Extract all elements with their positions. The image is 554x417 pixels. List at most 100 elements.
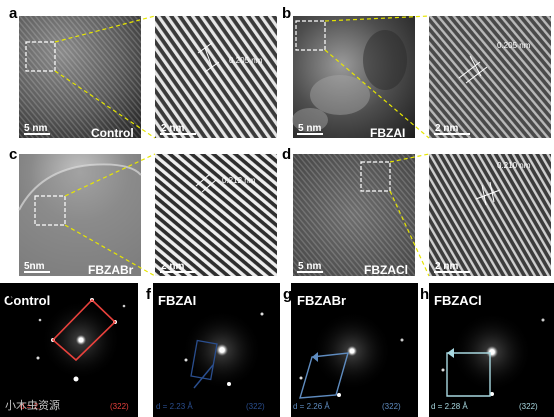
panel-d-zoom-box <box>360 161 391 192</box>
panel-b-scale-left: 5 nm <box>298 123 321 134</box>
panel-f-d-spacing: d = 2.23 Å <box>156 402 193 411</box>
panel-e-spot <box>36 356 40 360</box>
panel-e-spot <box>122 304 126 308</box>
panel-c: c 5nm FBZABr 0.212 nm 2 nm <box>9 146 277 277</box>
panel-g-letter: g <box>283 286 292 303</box>
panel-e: Control e d = 2. (322) 小木虫资源 <box>0 283 138 417</box>
panel-e-index: (322) <box>110 402 129 411</box>
panel-c-spacing: 0.212 nm <box>222 176 256 185</box>
panel-h: FBZACl h d = 2.28 Å (322) <box>420 283 554 417</box>
panel-g-arrowhead <box>312 352 318 362</box>
panel-e-sample-label: Control <box>4 293 50 308</box>
panel-e-lattice-cell <box>51 298 117 362</box>
panel-b-scale-right: 2 nm <box>435 123 458 134</box>
panel-h-beam <box>485 345 499 359</box>
panel-a-scale-right: 2 nm <box>161 123 184 134</box>
panel-g-spot <box>299 376 303 380</box>
panel-d-marker <box>489 181 495 203</box>
panel-f: FBZAI f d = 2.23 Å (322) <box>146 283 280 417</box>
panel-g-index: (322) <box>382 402 401 411</box>
watermark: 小木虫资源 <box>5 398 60 412</box>
panel-f-lattice-cell <box>190 339 218 381</box>
panel-g-spot <box>337 393 341 397</box>
panel-c-particle <box>19 164 141 276</box>
panel-b-marker <box>458 61 481 79</box>
panel-b-zoom-box <box>295 20 326 51</box>
panel-d-overview-texture <box>293 154 415 276</box>
panel-a-spacing: 0.205 nm <box>229 56 263 65</box>
panel-f-beam <box>215 343 229 357</box>
panel-b-blob <box>310 75 370 115</box>
panel-h-index: (322) <box>519 402 538 411</box>
panel-a-marker <box>204 47 213 68</box>
panel-c-hrtem-image <box>155 154 277 276</box>
panel-e-letter: e <box>8 286 16 303</box>
panel-e-spot <box>73 376 79 382</box>
panel-h-letter: h <box>420 286 429 303</box>
panel-c-connector <box>64 153 156 197</box>
panel-d-connector <box>389 190 430 277</box>
panel-b-spacing: 0.205 nm <box>497 41 531 50</box>
panel-c-connector <box>64 224 156 277</box>
panel-h-spot <box>441 368 445 372</box>
panel-d-marker <box>481 184 487 206</box>
panel-c-sample-label: FBZABr <box>88 263 134 277</box>
panel-a-connector <box>54 70 156 139</box>
panel-c-marker <box>201 179 217 193</box>
panel-e-beam <box>75 334 87 346</box>
panel-d: d 5 nm FBZACl 0.210 nm 2 nm <box>282 146 551 277</box>
panel-b-marker <box>465 66 488 84</box>
panel-a: a 5 nm Control 0.205 nm 2 nm <box>9 5 277 140</box>
panel-h-d-spacing: d = 2.28 Å <box>431 402 468 411</box>
panel-a-scale-left: 5 nm <box>24 123 47 134</box>
panel-f-spot <box>184 358 188 362</box>
panel-d-spacing: 0.210 nm <box>497 161 531 170</box>
panel-a-connector <box>54 15 156 43</box>
panel-f-spot <box>260 312 264 316</box>
panel-g-beam <box>346 345 358 357</box>
panel-c-scale-right: 2 nm <box>161 261 184 272</box>
panel-f-spot <box>227 382 231 386</box>
panel-g: FBZABr g d = 2.26 Å (322) <box>283 283 418 417</box>
panel-c-letter: c <box>9 146 17 163</box>
panel-e-spot <box>38 318 42 322</box>
panel-f-arrow <box>193 364 214 389</box>
panel-h-arrowhead <box>447 348 454 358</box>
panel-f-letter: f <box>146 286 152 303</box>
panel-b-sample-label: FBZAI <box>370 126 405 140</box>
panel-g-sample-label: FBZABr <box>297 293 346 308</box>
panel-a-zoom-box <box>25 41 56 72</box>
panel-f-sample-label: FBZAI <box>158 293 196 308</box>
panel-d-scale-right: 2 nm <box>435 261 458 272</box>
panel-h-spot <box>541 318 545 322</box>
panel-h-spot <box>490 392 494 396</box>
panel-g-d-spacing: d = 2.26 Å <box>293 402 330 411</box>
panel-a-sample-label: Control <box>91 126 134 140</box>
panel-b-connector <box>324 15 430 22</box>
panel-b-blob <box>292 108 328 132</box>
panel-b-letter: b <box>282 5 291 22</box>
panel-b-hrtem-image <box>429 16 551 138</box>
panel-e-d-spacing: d = 2. <box>20 402 40 411</box>
panel-g-lattice-cell <box>299 352 349 399</box>
panel-h-lattice-cell <box>446 352 491 397</box>
panel-b: b 5 nm FBZAI 0.205 nm 2 nm <box>282 5 551 140</box>
panel-c-particle-edge <box>18 163 142 211</box>
panel-d-marker <box>475 189 501 200</box>
panel-b-blob <box>363 30 407 90</box>
panel-b-marker <box>469 55 482 77</box>
panel-d-scale-left: 5 nm <box>298 261 321 272</box>
panel-g-spot <box>400 338 404 342</box>
panel-h-sample-label: FBZACl <box>434 293 482 308</box>
panel-d-hrtem-image <box>429 154 551 276</box>
panel-d-letter: d <box>282 146 291 163</box>
panel-c-zoom-box <box>34 195 66 226</box>
panel-c-scale-left: 5nm <box>24 261 45 272</box>
panel-c-marker <box>195 173 211 187</box>
panel-a-letter: a <box>9 5 18 22</box>
panel-f-index: (322) <box>246 402 265 411</box>
panel-d-sample-label: FBZACl <box>364 263 408 277</box>
panel-a-overview-texture <box>19 16 141 138</box>
panel-a-hrtem-image <box>155 16 277 138</box>
